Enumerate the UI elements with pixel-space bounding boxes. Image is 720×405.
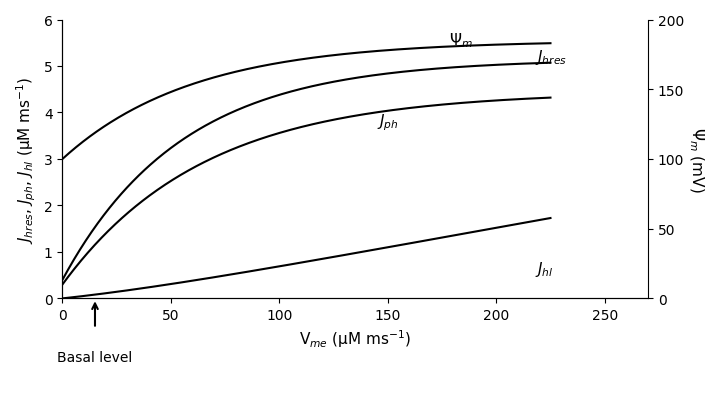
- Text: Ψ$_{m}$: Ψ$_{m}$: [449, 32, 472, 50]
- Text: $J_{hres}$: $J_{hres}$: [535, 48, 567, 67]
- Text: $J_{ph}$: $J_{ph}$: [377, 112, 399, 133]
- Y-axis label: Ψ$_{m}$ (mV): Ψ$_{m}$ (mV): [687, 127, 705, 192]
- Y-axis label: $J_{hres}$, $J_{ph}$, $J_{hl}$ (μM ms$^{-1}$): $J_{hres}$, $J_{ph}$, $J_{hl}$ (μM ms$^{…: [15, 76, 38, 243]
- Text: Basal level: Basal level: [58, 350, 132, 364]
- X-axis label: V$_{me}$ (μM ms$^{-1}$): V$_{me}$ (μM ms$^{-1}$): [299, 328, 411, 350]
- Text: $J_{hl}$: $J_{hl}$: [535, 259, 554, 278]
